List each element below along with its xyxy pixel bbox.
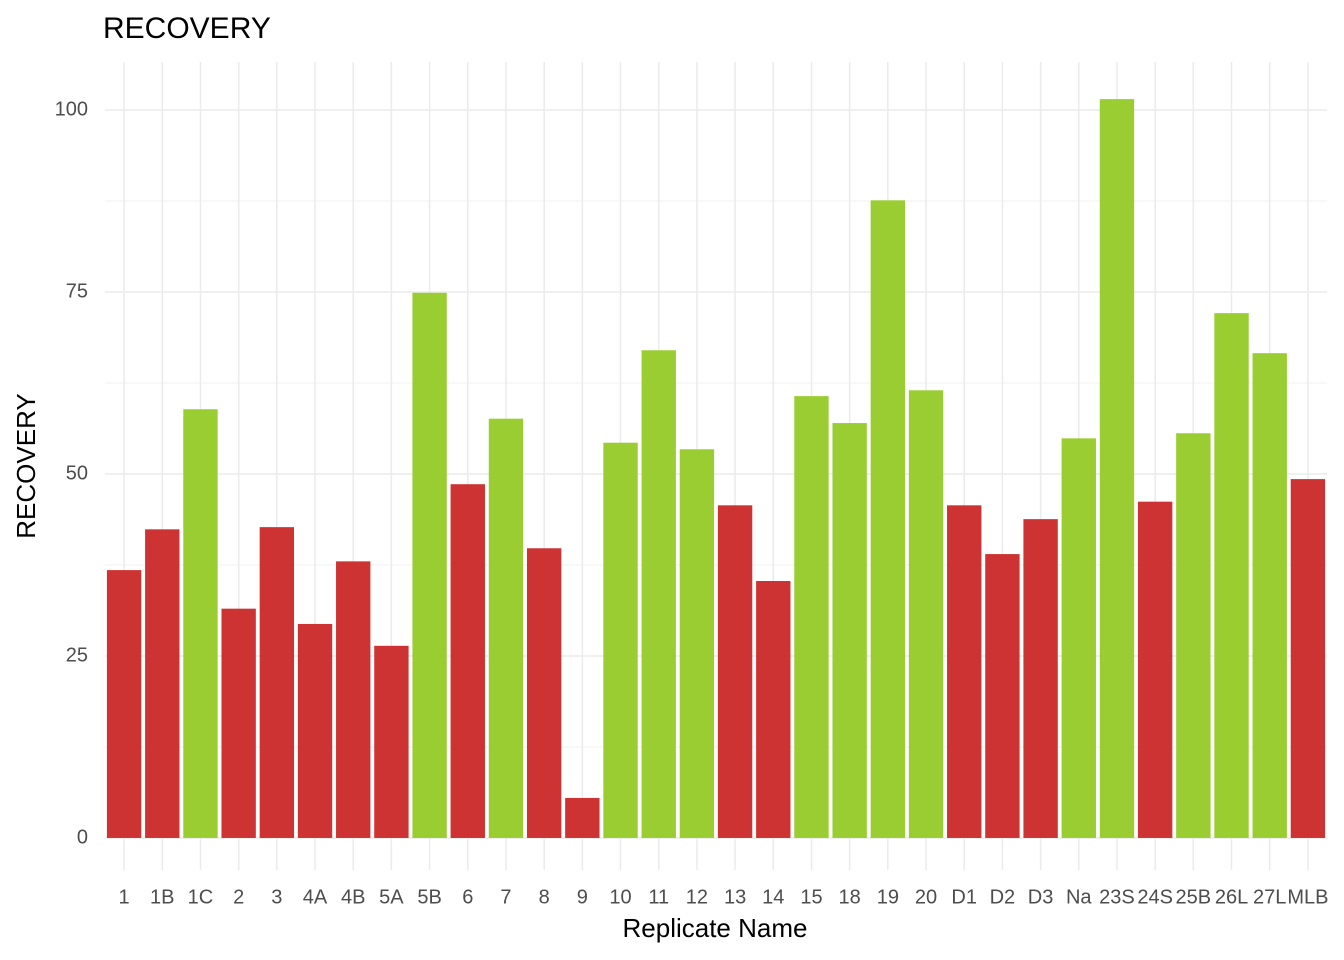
bar: [183, 409, 218, 838]
bar: [985, 554, 1020, 838]
x-tick-label: 27L: [1253, 886, 1286, 908]
y-tick-label: 50: [66, 462, 88, 484]
bar: [526, 548, 562, 838]
bar: [565, 797, 600, 838]
bar: [1099, 99, 1135, 838]
y-tick-label: 100: [55, 98, 88, 120]
bar: [221, 608, 256, 838]
bar: [374, 645, 409, 838]
bar: [832, 423, 867, 838]
bar: [336, 561, 371, 838]
x-tick-label: D2: [990, 886, 1016, 908]
chart-title: RECOVERY: [103, 12, 271, 45]
y-tick-label: 0: [77, 826, 88, 848]
x-tick-label: 10: [609, 886, 631, 908]
x-tick-label: 26L: [1215, 886, 1248, 908]
bar: [1137, 501, 1173, 838]
x-tick-label: D3: [1028, 886, 1054, 908]
x-tick-label: 12: [686, 886, 708, 908]
x-tick-label: Na: [1066, 886, 1092, 908]
x-tick-label: 19: [877, 886, 899, 908]
bar: [756, 581, 791, 838]
y-tick-label: 75: [66, 280, 88, 302]
bar: [106, 570, 142, 838]
x-tick-label: 4B: [341, 886, 365, 908]
bar: [145, 529, 180, 838]
x-tick-label: 2: [233, 886, 244, 908]
bar: [1252, 353, 1287, 838]
bar: [603, 442, 638, 838]
bar: [947, 505, 982, 838]
bar: [1023, 519, 1058, 838]
bar: [679, 449, 715, 838]
y-tick-label: 25: [66, 644, 88, 666]
bar: [450, 484, 485, 838]
x-tick-label: 1: [119, 886, 130, 908]
bar: [412, 292, 447, 838]
x-tick-label: 1B: [150, 886, 174, 908]
x-tick-label: 9: [577, 886, 588, 908]
bar: [794, 396, 829, 838]
x-tick-label: 15: [800, 886, 822, 908]
bar: [908, 390, 944, 838]
x-axis-label: Replicate Name: [623, 913, 808, 943]
bar: [259, 527, 295, 838]
x-tick-label: 4A: [303, 886, 328, 908]
x-tick-label: 5A: [379, 886, 404, 908]
bar: [1176, 433, 1211, 838]
x-tick-label: 3: [271, 886, 282, 908]
bar: [1290, 479, 1326, 838]
bar: [1214, 313, 1249, 838]
bar: [297, 623, 333, 838]
x-tick-label: 18: [839, 886, 861, 908]
x-tick-label: 14: [762, 886, 784, 908]
x-tick-label: 8: [539, 886, 550, 908]
x-tick-label: 20: [915, 886, 937, 908]
bar: [641, 350, 676, 838]
x-tick-label: 1C: [188, 886, 214, 908]
x-tick-label: 24S: [1137, 886, 1173, 908]
bar: [870, 200, 906, 838]
x-tick-label: 25B: [1176, 886, 1212, 908]
x-tick-label: 13: [724, 886, 746, 908]
bar: [717, 505, 753, 838]
x-tick-label: 7: [500, 886, 511, 908]
x-tick-label: MLB: [1287, 886, 1328, 908]
y-axis-label: RECOVERY: [11, 393, 41, 538]
x-tick-label: 5B: [417, 886, 441, 908]
bar: [488, 418, 524, 838]
x-tick-label: 11: [648, 886, 669, 908]
x-tick-label: 6: [462, 886, 473, 908]
x-tick-label: D1: [951, 886, 977, 908]
bar: [1061, 438, 1096, 838]
x-tick-label: 23S: [1099, 886, 1135, 908]
